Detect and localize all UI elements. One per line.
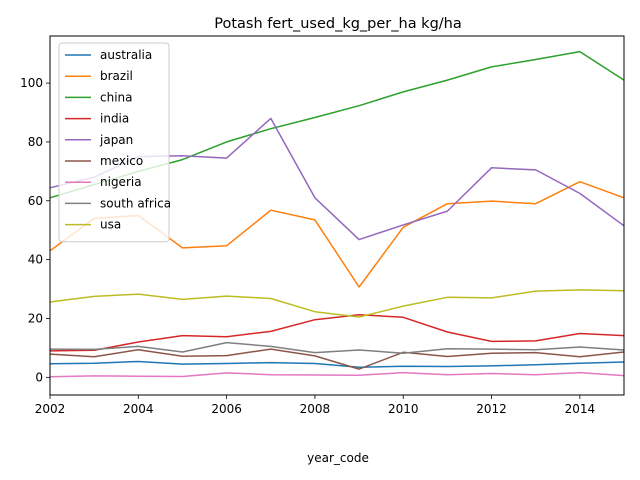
y-tick-label-2: 40 xyxy=(28,253,43,267)
plot-frame xyxy=(49,35,625,396)
legend-label-5: mexico xyxy=(100,154,143,168)
x-axis-label: year_code xyxy=(307,451,369,465)
y-tick-label-0: 0 xyxy=(35,370,43,384)
series-line-7 xyxy=(49,341,625,354)
x-tick-label-4: 2010 xyxy=(388,402,419,416)
legend-label-0: australia xyxy=(100,48,152,62)
legend-label-8: usa xyxy=(100,218,121,232)
legend-label-6: nigeria xyxy=(100,175,142,189)
y-tick-label-4: 80 xyxy=(28,135,43,149)
x-tick-label-0: 2002 xyxy=(35,402,66,416)
x-tick-label-5: 2012 xyxy=(476,402,507,416)
x-tick-label-3: 2008 xyxy=(300,402,331,416)
series-line-8 xyxy=(49,289,625,318)
y-tick-label-5: 100 xyxy=(20,76,43,90)
y-tick-label-1: 20 xyxy=(28,311,43,325)
legend-label-2: china xyxy=(100,90,133,104)
y-tick-label-3: 60 xyxy=(28,194,43,208)
legend-label-1: brazil xyxy=(100,69,133,83)
chart-title: Potash fert_used_kg_per_ha kg/ha xyxy=(214,16,462,32)
legend-label-3: india xyxy=(100,112,129,126)
series-line-0 xyxy=(49,360,625,369)
x-axis: 2002 2004 2006 2008 2010 2012 2014 xyxy=(35,395,595,416)
series-line-5 xyxy=(49,348,625,370)
x-tick-label-1: 2004 xyxy=(123,402,154,416)
legend: australia brazil china india japan mexico nige… xyxy=(58,42,171,243)
legend-box xyxy=(58,42,170,243)
legend-label-4: japan xyxy=(99,133,133,147)
y-axis: 0 20 40 60 80 100 xyxy=(20,76,50,384)
x-tick-label-6: 2014 xyxy=(565,402,596,416)
series-line-3 xyxy=(49,313,625,352)
legend-label-7: south africa xyxy=(100,196,171,210)
series-line-6 xyxy=(49,371,625,378)
x-tick-label-2: 2006 xyxy=(211,402,242,416)
